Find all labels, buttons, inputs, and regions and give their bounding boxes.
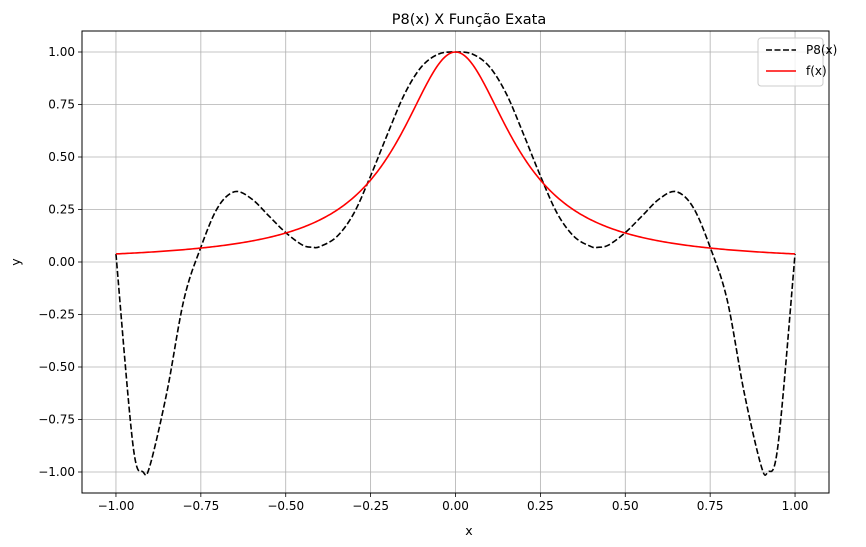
y-axis-label: y: [8, 258, 23, 266]
y-tick-label: 0.75: [48, 98, 75, 112]
chart-title: P8(x) X Função Exata: [392, 12, 546, 28]
x-axis-label: x: [465, 523, 472, 538]
y-tick-label: −1.00: [38, 465, 75, 479]
x-tick-label: 0.25: [527, 499, 554, 513]
y-tick-label: 0.25: [48, 203, 75, 217]
legend-label-fx: f(x): [806, 64, 827, 78]
x-tick-label: −1.00: [98, 499, 135, 513]
y-axis-ticks: −1.00 −0.75 −0.50 −0.25 0.00 0.25 0.50 0.75 1.00: [38, 45, 82, 479]
x-tick-label: 1.00: [782, 499, 809, 513]
series-fx-line: [115, 51, 796, 255]
x-axis-ticks: −1.00 −0.75 −0.50 −0.25 0.00 0.25 0.50 0.75 1.00: [98, 493, 809, 513]
y-tick-label: −0.75: [38, 413, 75, 427]
x-tick-label: −0.25: [352, 499, 389, 513]
y-tick-label: 0.00: [48, 255, 75, 269]
x-tick-label: 0.00: [442, 499, 469, 513]
grid: [82, 31, 829, 493]
x-tick-label: 0.75: [697, 499, 724, 513]
x-tick-label: −0.50: [267, 499, 304, 513]
x-tick-label: −0.75: [182, 499, 219, 513]
legend: P8(x) f(x): [757, 37, 837, 87]
legend-box: [757, 37, 824, 87]
y-tick-label: 0.50: [48, 150, 75, 164]
y-tick-label: −0.25: [38, 308, 75, 322]
y-tick-label: −0.50: [38, 360, 75, 374]
x-tick-label: 0.50: [612, 499, 639, 513]
legend-label-p8: P8(x): [806, 43, 837, 57]
series-layer: [115, 51, 796, 476]
y-tick-label: 1.00: [48, 45, 75, 59]
